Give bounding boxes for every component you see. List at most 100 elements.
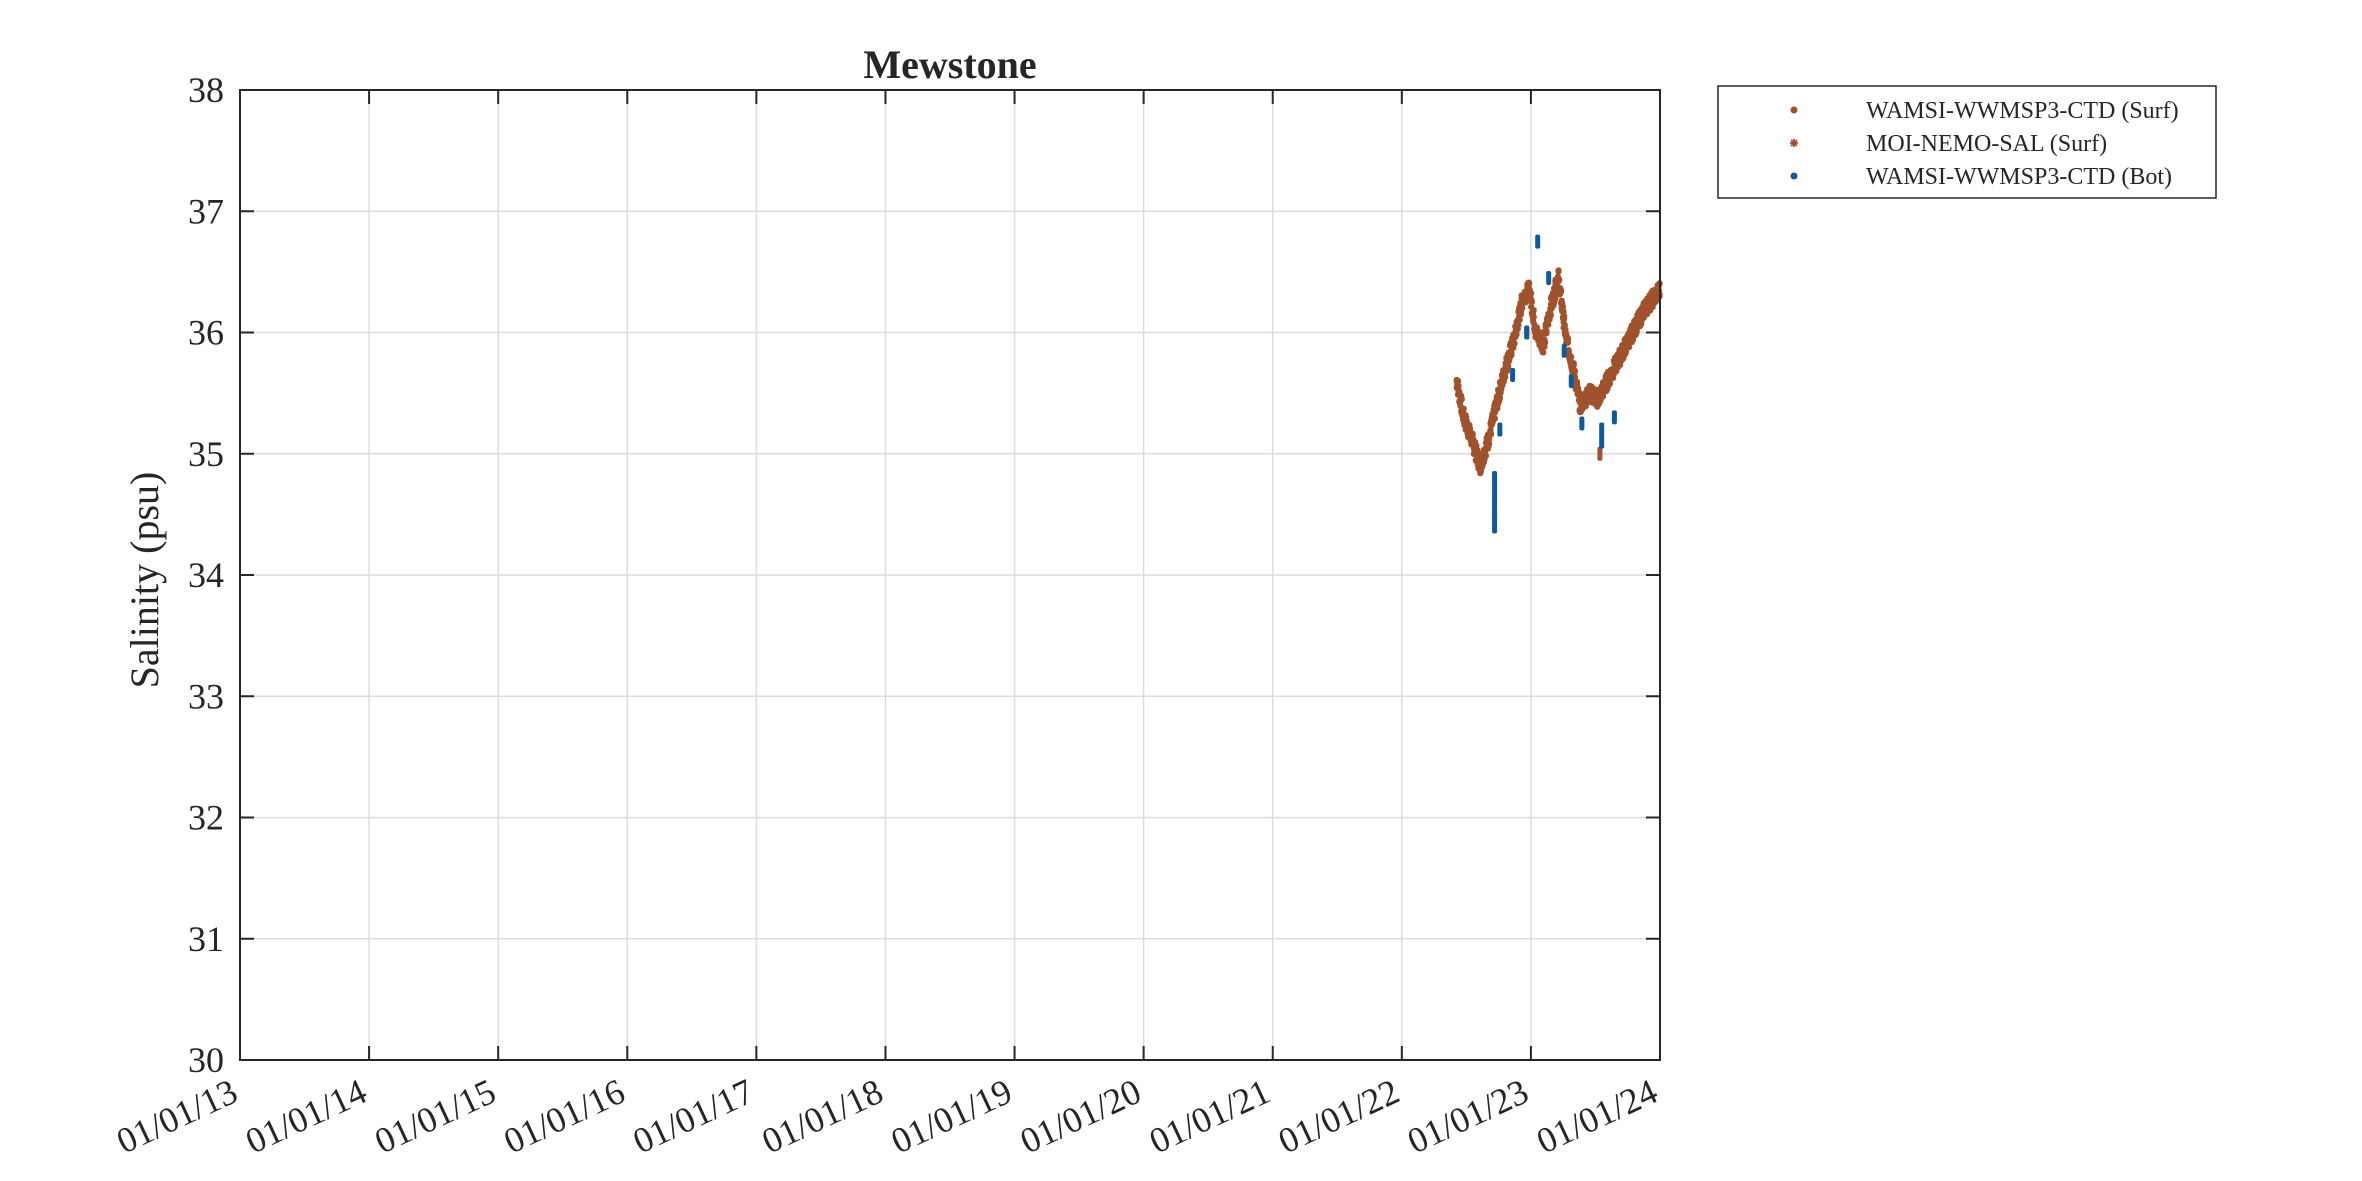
- series-2: [1492, 234, 1617, 534]
- model-point: [1626, 344, 1633, 351]
- model-point: [1542, 339, 1549, 346]
- model-point: [1526, 287, 1533, 294]
- y-tick-label: 38: [188, 70, 224, 110]
- data-point: [1510, 367, 1516, 382]
- legend-box: [1717, 85, 2217, 199]
- x-tick-label: 01/01/14: [240, 1071, 373, 1161]
- model-point: [1561, 322, 1568, 329]
- y-tick-label: 34: [188, 555, 224, 595]
- model-point: [1455, 383, 1462, 390]
- model-point: [1517, 311, 1524, 318]
- model-point: [1559, 300, 1566, 307]
- model-point: [1530, 314, 1537, 321]
- data-point: [1561, 343, 1567, 358]
- y-tick-label: 33: [188, 676, 224, 716]
- model-point: [1469, 432, 1476, 439]
- model-point: [1458, 396, 1465, 403]
- model-point: [1458, 392, 1465, 399]
- data-point: [1546, 270, 1552, 285]
- model-point: [1460, 405, 1467, 412]
- model-point: [1558, 288, 1565, 295]
- model-point: [1565, 339, 1572, 346]
- model-point: [1526, 280, 1533, 287]
- model-point: [1514, 326, 1521, 333]
- model-point: [1560, 308, 1567, 315]
- model-point: [1531, 321, 1538, 328]
- data-point: [1497, 422, 1503, 437]
- model-point: [1491, 415, 1498, 422]
- model-point: [1562, 326, 1569, 333]
- data-point: [1579, 416, 1585, 431]
- model-point: [1575, 385, 1582, 392]
- model-point: [1649, 303, 1656, 310]
- model-point: [1552, 295, 1559, 302]
- model-point: [1510, 336, 1517, 343]
- model-point: [1561, 313, 1568, 320]
- model-point: [1536, 329, 1543, 336]
- chart-title: Mewstone: [863, 42, 1036, 87]
- data-point: [1524, 325, 1530, 340]
- model-point: [1540, 349, 1547, 356]
- model-point: [1496, 395, 1503, 402]
- model-point: [1519, 305, 1526, 312]
- data-point: [1492, 483, 1498, 498]
- model-point: [1565, 335, 1572, 342]
- legend-marker-asterisk: [1790, 139, 1798, 147]
- model-point: [1466, 422, 1473, 429]
- axis-ticks: [239, 89, 1661, 1061]
- model-point: [1498, 385, 1505, 392]
- x-tick-label: 01/01/19: [885, 1071, 1018, 1161]
- x-tick-label: 01/01/23: [1401, 1071, 1534, 1161]
- x-tick-label: 01/01/18: [756, 1071, 889, 1161]
- model-point: [1560, 319, 1567, 326]
- model-point: [1558, 297, 1565, 304]
- y-tick-labels: 30 31 32 33 34 35 36 37 38: [188, 70, 224, 1080]
- model-point: [1533, 324, 1540, 331]
- model-point: [1600, 393, 1607, 400]
- model-point: [1508, 351, 1515, 358]
- data-point: [1611, 410, 1617, 425]
- model-point: [1475, 450, 1482, 457]
- data-marks: [1453, 234, 1663, 534]
- model-point: [1640, 314, 1647, 321]
- model-point: [1541, 343, 1548, 350]
- model-point: [1523, 290, 1530, 297]
- model-point: [1481, 458, 1488, 465]
- y-tick-label: 37: [188, 191, 224, 231]
- model-point: [1622, 348, 1629, 355]
- y-tick-label: 36: [188, 313, 224, 353]
- model-point: [1647, 307, 1654, 314]
- model-point: [1570, 360, 1577, 367]
- model-point: [1528, 303, 1535, 310]
- legend: WAMSI-WWMSP3-CTD (Surf) MOI-NEMO-SAL (Sur…: [1717, 85, 2217, 199]
- model-point: [1467, 425, 1474, 432]
- model-point: [1513, 331, 1520, 338]
- model-point: [1610, 374, 1617, 381]
- model-point: [1604, 385, 1611, 392]
- model-point: [1479, 461, 1486, 468]
- x-tick-label: 01/01/15: [369, 1071, 502, 1161]
- data-point: [1599, 434, 1605, 449]
- model-point: [1530, 307, 1537, 314]
- model-point: [1473, 442, 1480, 449]
- model-point: [1511, 340, 1518, 347]
- model-point: [1474, 446, 1481, 453]
- model-point: [1488, 431, 1495, 438]
- x-tick-label: 01/01/24: [1530, 1071, 1663, 1161]
- model-point: [1636, 315, 1643, 322]
- model-point: [1607, 380, 1614, 387]
- x-tick-label: 01/01/13: [110, 1071, 243, 1161]
- model-point: [1463, 418, 1470, 425]
- model-point: [1486, 436, 1493, 443]
- x-tick-label: 01/01/21: [1143, 1071, 1276, 1161]
- model-point: [1494, 405, 1501, 412]
- x-tick-label: 01/01/22: [1272, 1071, 1405, 1161]
- model-point: [1486, 440, 1493, 447]
- x-tick-labels: 01/01/1301/01/1401/01/1501/01/1601/01/17…: [110, 1071, 1663, 1161]
- y-tick-label: 31: [188, 919, 224, 959]
- legend-label: WAMSI-WWMSP3-CTD (Bot): [1866, 164, 2172, 190]
- data-point: [1568, 374, 1574, 388]
- y-axis-title: Salinity (psu): [122, 472, 167, 689]
- model-point: [1572, 367, 1579, 374]
- y-tick-label: 35: [188, 434, 224, 474]
